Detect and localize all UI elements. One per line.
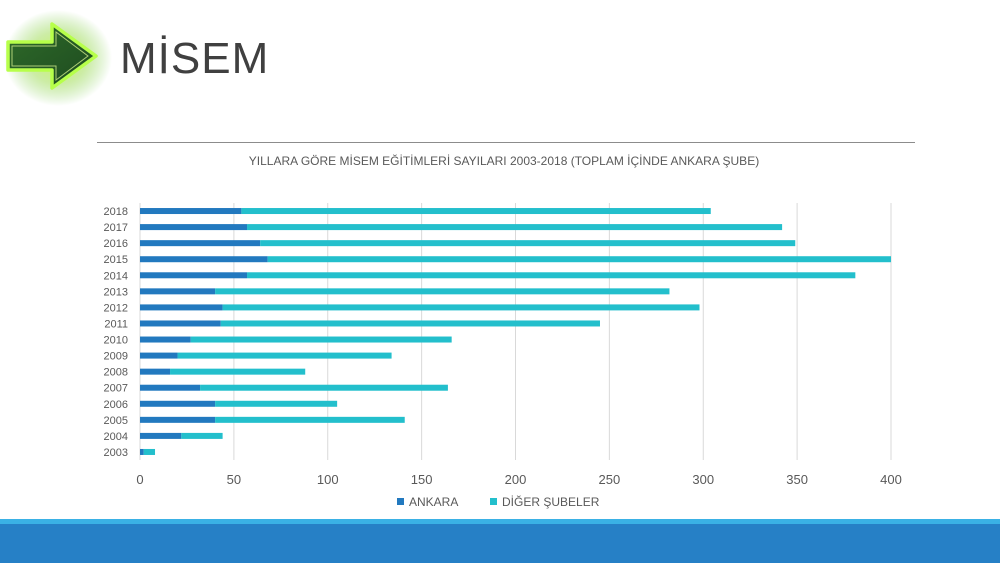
green-arrow-icon — [4, 10, 112, 106]
bar-ankara-2005 — [140, 416, 216, 423]
x-tick-label: 50 — [227, 472, 241, 487]
bar-diger-subeler-2013 — [215, 288, 670, 295]
y-tick-label: 2018 — [104, 206, 128, 218]
bar-ankara-2014 — [140, 272, 248, 279]
legend-label-ankara: ANKARA — [409, 495, 458, 509]
bar-diger-subeler-2007 — [200, 384, 448, 391]
y-tick-label: 2006 — [104, 399, 128, 411]
y-tick-label: 2003 — [104, 447, 128, 459]
bar-ankara-2010 — [140, 336, 191, 343]
y-tick-label: 2008 — [104, 367, 128, 379]
x-tick-label: 200 — [505, 472, 527, 487]
bar-diger-subeler-2015 — [267, 256, 891, 263]
bar-ankara-2011 — [140, 320, 221, 327]
stacked-bar-chart: YILLARA GÖRE MİSEM EĞİTİMLERİ SAYILARI 2… — [104, 153, 902, 509]
y-tick-label: 2016 — [104, 238, 128, 250]
bar-diger-subeler-2016 — [260, 240, 796, 247]
bar-diger-subeler-2004 — [181, 432, 223, 439]
bar-diger-subeler-2005 — [215, 416, 405, 423]
bar-diger-subeler-2003 — [143, 448, 156, 455]
legend-swatch-diger-subeler — [490, 498, 497, 505]
bar-diger-subeler-2010 — [190, 336, 452, 343]
bar-ankara-2013 — [140, 288, 216, 295]
chart-bars — [140, 208, 891, 455]
y-tick-label: 2017 — [104, 222, 128, 234]
bar-ankara-2015 — [140, 256, 268, 263]
y-tick-label: 2007 — [104, 383, 128, 395]
bar-ankara-2017 — [140, 224, 248, 231]
bar-ankara-2003 — [140, 448, 144, 455]
footer-band — [0, 524, 1000, 563]
legend-swatch-ankara — [397, 498, 404, 505]
bar-ankara-2009 — [140, 352, 178, 359]
bar-diger-subeler-2018 — [241, 208, 711, 215]
y-tick-label: 2009 — [104, 351, 128, 363]
x-tick-label: 100 — [317, 472, 339, 487]
bar-ankara-2016 — [140, 240, 261, 247]
x-tick-label: 300 — [692, 472, 714, 487]
chart-x-tick-labels: 0 50 100 150 200 250 300 350 400 — [136, 472, 901, 487]
x-tick-label: 250 — [599, 472, 621, 487]
bar-ankara-2006 — [140, 400, 216, 407]
x-tick-label: 400 — [880, 472, 902, 487]
bar-diger-subeler-2017 — [247, 224, 783, 231]
y-tick-label: 2012 — [104, 302, 128, 314]
x-tick-label: 350 — [786, 472, 808, 487]
chart-legend: ANKARA DİĞER ŞUBELER — [397, 494, 600, 509]
bar-ankara-2004 — [140, 432, 182, 439]
x-tick-label: 0 — [136, 472, 143, 487]
title-divider — [97, 142, 915, 143]
y-tick-label: 2014 — [104, 270, 128, 282]
bar-diger-subeler-2011 — [220, 320, 600, 327]
y-tick-label: 2013 — [104, 286, 128, 298]
bar-diger-subeler-2006 — [215, 400, 338, 407]
bar-diger-subeler-2008 — [170, 368, 306, 375]
bar-ankara-2007 — [140, 384, 201, 391]
y-tick-label: 2015 — [104, 254, 128, 266]
chart-title: YILLARA GÖRE MİSEM EĞİTİMLERİ SAYILARI 2… — [249, 153, 759, 168]
bar-ankara-2008 — [140, 368, 171, 375]
footer-accent-stripe — [0, 519, 1000, 524]
y-tick-label: 2005 — [104, 415, 128, 427]
bar-ankara-2018 — [140, 208, 242, 215]
bar-diger-subeler-2009 — [177, 352, 392, 359]
x-tick-label: 150 — [411, 472, 433, 487]
bar-ankara-2012 — [140, 304, 223, 311]
legend-label-diger-subeler: DİĞER ŞUBELER — [502, 494, 600, 509]
bar-diger-subeler-2012 — [222, 304, 700, 311]
y-tick-label: 2010 — [104, 335, 128, 347]
slide-title: MİSEM — [120, 34, 270, 83]
bar-diger-subeler-2014 — [247, 272, 856, 279]
y-tick-label: 2011 — [104, 318, 128, 330]
chart-y-tick-labels: 2018 2017 2016 2015 2014 2013 2012 2011 2010 2009… — [104, 206, 128, 459]
y-tick-label: 2004 — [104, 431, 128, 443]
